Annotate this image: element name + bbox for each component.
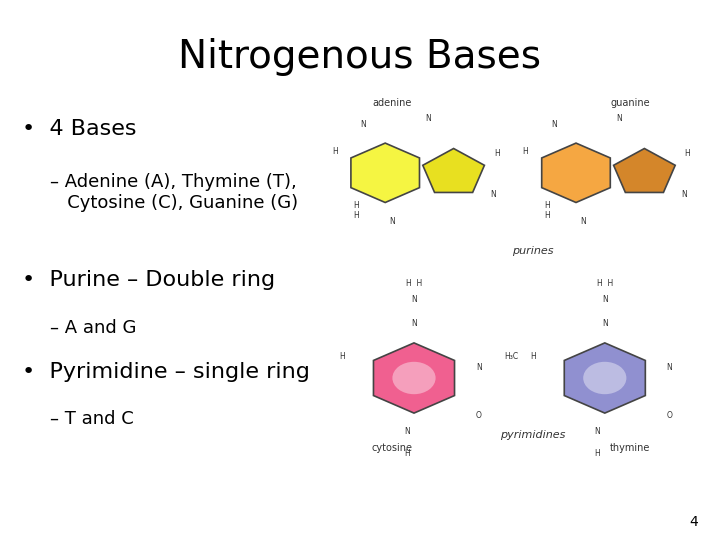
Text: N: N: [361, 120, 366, 129]
Text: N: N: [616, 114, 622, 123]
Text: N: N: [667, 363, 672, 372]
Text: N: N: [404, 428, 410, 436]
Text: O: O: [476, 411, 482, 420]
Text: Nitrogenous Bases: Nitrogenous Bases: [179, 38, 541, 76]
Text: – Adenine (A), Thymine (T),
   Cytosine (C), Guanine (G): – Adenine (A), Thymine (T), Cytosine (C)…: [50, 173, 299, 212]
Text: thymine: thymine: [610, 443, 650, 453]
Circle shape: [583, 362, 626, 394]
Text: N: N: [580, 217, 586, 226]
Text: adenine: adenine: [373, 98, 412, 108]
Text: H: H: [332, 147, 338, 156]
Text: N: N: [681, 190, 687, 199]
Text: pyrimidines: pyrimidines: [500, 430, 565, 440]
Polygon shape: [613, 148, 675, 192]
Text: H: H: [494, 150, 500, 158]
Text: H: H: [685, 150, 690, 158]
Text: purines: purines: [512, 246, 554, 256]
Text: N: N: [552, 120, 557, 129]
Text: N: N: [426, 114, 431, 123]
Text: cytosine: cytosine: [372, 443, 413, 453]
Text: H
H: H H: [544, 201, 550, 220]
Text: H: H: [339, 352, 345, 361]
Text: H
H: H H: [354, 201, 359, 220]
Text: 4: 4: [690, 515, 698, 529]
Text: – T and C: – T and C: [50, 410, 134, 428]
Text: N: N: [411, 320, 417, 328]
Text: – A and G: – A and G: [50, 319, 137, 336]
Text: H  H: H H: [597, 279, 613, 288]
Text: •  Pyrimidine – single ring: • Pyrimidine – single ring: [22, 362, 310, 382]
Text: N: N: [602, 295, 608, 304]
Polygon shape: [541, 143, 611, 202]
Text: H: H: [404, 449, 410, 458]
Polygon shape: [351, 143, 420, 202]
Text: O: O: [667, 411, 672, 420]
Polygon shape: [423, 148, 485, 192]
Text: H₃C: H₃C: [504, 352, 518, 361]
Text: N: N: [390, 217, 395, 226]
Text: N: N: [411, 295, 417, 304]
Text: guanine: guanine: [610, 98, 650, 108]
Text: N: N: [476, 363, 482, 372]
Circle shape: [392, 362, 436, 394]
Text: N: N: [595, 428, 600, 436]
Text: •  4 Bases: • 4 Bases: [22, 119, 136, 139]
Polygon shape: [564, 343, 645, 413]
Text: H: H: [595, 449, 600, 458]
Text: H: H: [530, 352, 536, 361]
Text: H: H: [523, 147, 528, 156]
Polygon shape: [374, 343, 454, 413]
Text: N: N: [602, 320, 608, 328]
Text: •  Purine – Double ring: • Purine – Double ring: [22, 270, 275, 290]
Text: N: N: [490, 190, 496, 199]
Text: H  H: H H: [406, 279, 422, 288]
